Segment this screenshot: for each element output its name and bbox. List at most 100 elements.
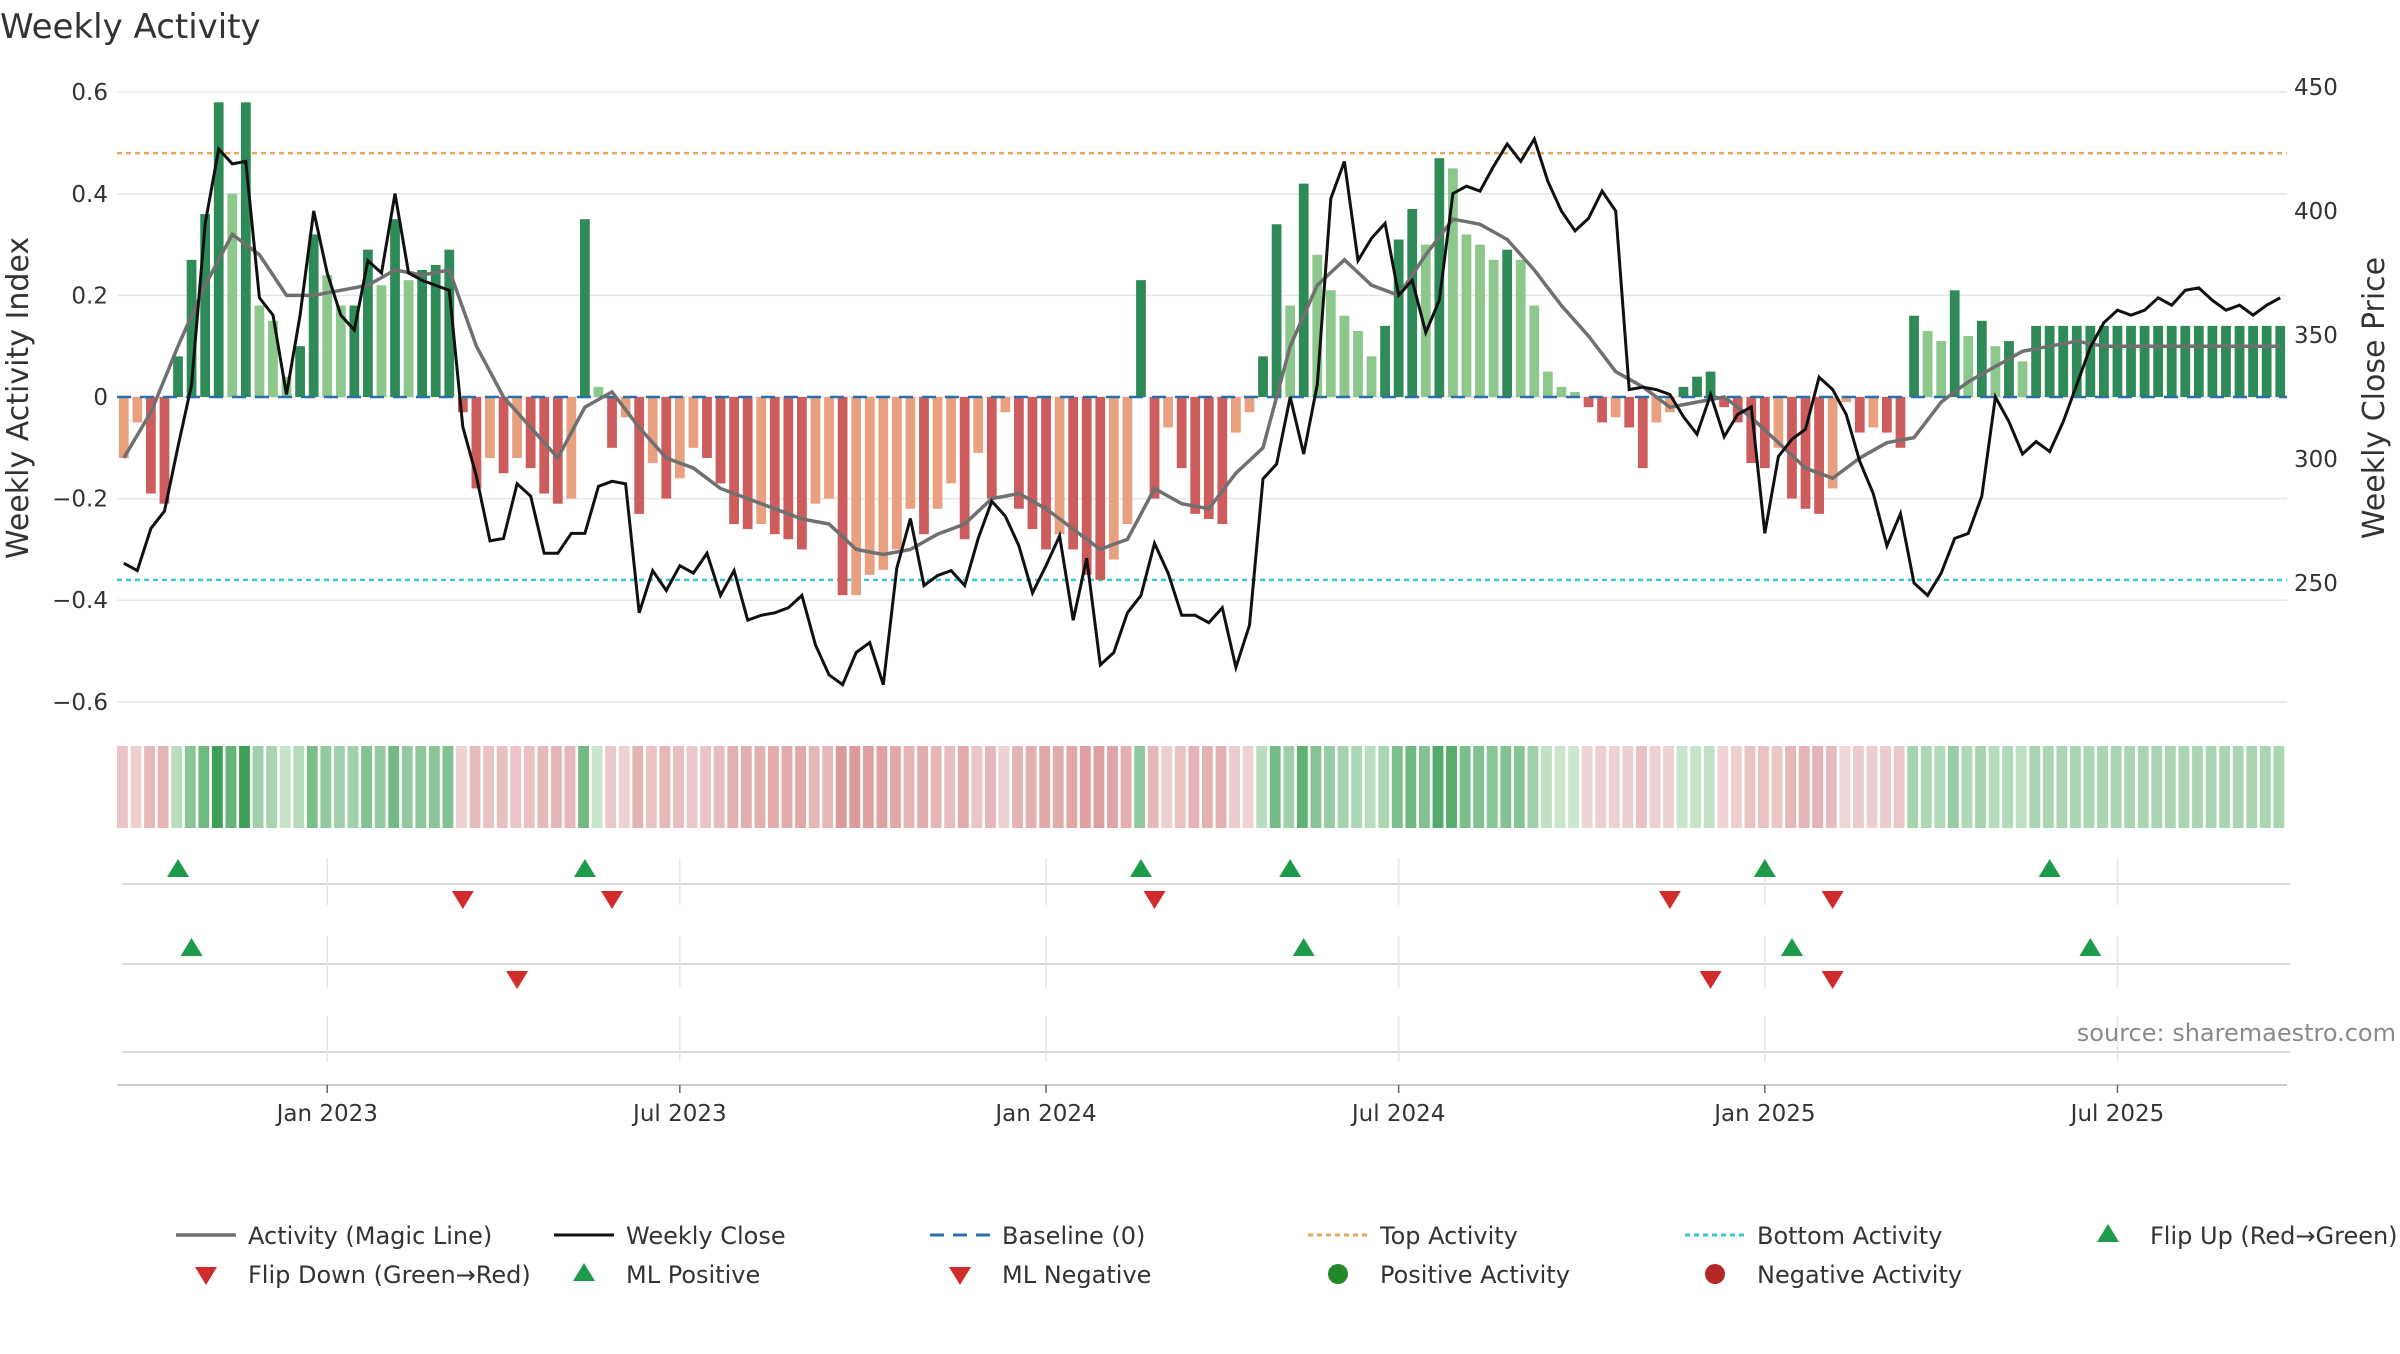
heat-strip-cell [985, 746, 996, 828]
heat-strip-cell [144, 746, 155, 828]
heat-strip-cell [1256, 746, 1268, 828]
activity-bar [2058, 325, 2069, 397]
activity-bar [200, 214, 211, 397]
activity-bar [118, 397, 129, 458]
heat-strip-cell [2015, 746, 2027, 828]
heat-strip-cell [1975, 746, 1986, 828]
heat-strip-cell [1744, 746, 1756, 828]
activity-bar [444, 249, 455, 397]
heat-strip-cell [1541, 746, 1552, 828]
activity-bar [2234, 325, 2245, 397]
heat-strip-cell [1391, 746, 1403, 828]
activity-bar [1814, 397, 1824, 514]
heat-strip-cell [1608, 746, 1620, 828]
heat-strip-cell [157, 746, 169, 828]
heat-strip-cell [1690, 746, 1702, 828]
heat-strip-cell [700, 746, 712, 828]
activity-bar [2004, 341, 2014, 397]
activity-bar [797, 397, 807, 550]
activity-bar [1054, 397, 1065, 535]
legend-item-negative-activity: Negative Activity [1705, 1261, 1962, 1289]
flip-down-marker [601, 891, 624, 909]
heat-strip-cell [1853, 746, 1864, 828]
reference-lines [117, 151, 2287, 582]
x-tick-label: Jan 2025 [1712, 1101, 1815, 1127]
source-note: source: sharemaestro.com [2077, 1019, 2396, 1047]
chart-title: Weekly Activity [0, 7, 261, 47]
activity-bar [1583, 397, 1594, 408]
heat-strip-cell [727, 746, 739, 828]
activity-bar [254, 305, 265, 397]
heat-strip-cell [740, 746, 752, 828]
activity-bar [2221, 325, 2231, 397]
activity-bar [1122, 397, 1133, 525]
heat-strip-cell [1079, 746, 1091, 828]
heat-strip-cell [1446, 746, 1457, 828]
activity-bar [1420, 244, 1431, 397]
activity-bar [146, 397, 156, 494]
heat-strip-cell [768, 746, 779, 828]
activity-bar [2166, 325, 2177, 397]
activity-bar [566, 397, 577, 499]
heat-strip-cell [1188, 746, 1200, 828]
activity-bar [1759, 397, 1770, 469]
activity-bar [1312, 254, 1323, 397]
activity-bar [824, 397, 834, 499]
ml-negative-marker [1699, 971, 1722, 989]
x-tick-label: Jan 2023 [275, 1101, 378, 1127]
legend-label: Top Activity [1379, 1222, 1518, 1250]
heat-strip-cell [1554, 746, 1566, 828]
legend-label: Weekly Close [626, 1222, 786, 1250]
activity-bar [417, 269, 428, 397]
activity-bar [1217, 397, 1228, 525]
heat-strip-cell [1771, 746, 1783, 828]
heat-strip-cell [808, 746, 820, 828]
activity-bar [1963, 336, 1974, 397]
activity-bar [1841, 397, 1852, 403]
heat-strip-cell [551, 746, 562, 828]
activity-bar [688, 397, 699, 448]
heat-strip-cell [239, 746, 250, 828]
heat-strip-cell [1419, 746, 1430, 828]
heat-strip-cell [1324, 746, 1335, 828]
heat-strip-cell [1703, 746, 1715, 828]
y-tick-label: −0.6 [52, 690, 108, 716]
y-axis-label: Weekly Activity Index [1, 237, 36, 559]
heat-strip-cell [1581, 746, 1593, 828]
activity-bar [756, 397, 767, 525]
activity-bar [1936, 341, 1947, 397]
heat-strip-cell [1649, 746, 1661, 828]
heat-strip-cell [659, 746, 671, 828]
legend-swatch [949, 1267, 971, 1285]
heat-strip-cell [673, 746, 684, 828]
heat-strip-cell [1242, 746, 1254, 828]
y-tick-label: 0.2 [71, 283, 108, 309]
legend-item-ml-positive: ML Positive [573, 1261, 760, 1289]
heat-strip-cell [456, 746, 467, 828]
heat-strip-cell [2151, 746, 2163, 828]
heat-strip-cell [1730, 746, 1742, 828]
heat-strip-cell [1812, 746, 1824, 828]
legend-item-flip-up: Flip Up (Red→Green) [2097, 1222, 2398, 1250]
legend-item-baseline: Baseline (0) [930, 1222, 1145, 1250]
legend-item-ml-negative: ML Negative [949, 1261, 1151, 1289]
activity-bar [1732, 397, 1743, 423]
activity-bar [403, 280, 414, 397]
activity-bar [986, 397, 997, 499]
heat-strip-cell [781, 746, 793, 828]
activity-bar [2153, 325, 2164, 397]
heat-strip-cell [2083, 746, 2095, 828]
heat-strip-cell [361, 746, 372, 828]
activity-bar [1163, 397, 1173, 428]
heat-strip-cell [1947, 746, 1959, 828]
heat-strip-cell [1486, 746, 1498, 828]
activity-bar [1475, 244, 1485, 397]
activity-bar [1556, 386, 1567, 397]
heat-strip-cell [130, 746, 142, 828]
activity-bar [1149, 397, 1160, 499]
heat-strip-cell [1717, 746, 1729, 828]
activity-bar [1624, 397, 1635, 428]
flip-up-marker [1279, 859, 1302, 877]
weekly-close-line [123, 135, 2281, 688]
heat-strip-cell [1622, 746, 1634, 828]
